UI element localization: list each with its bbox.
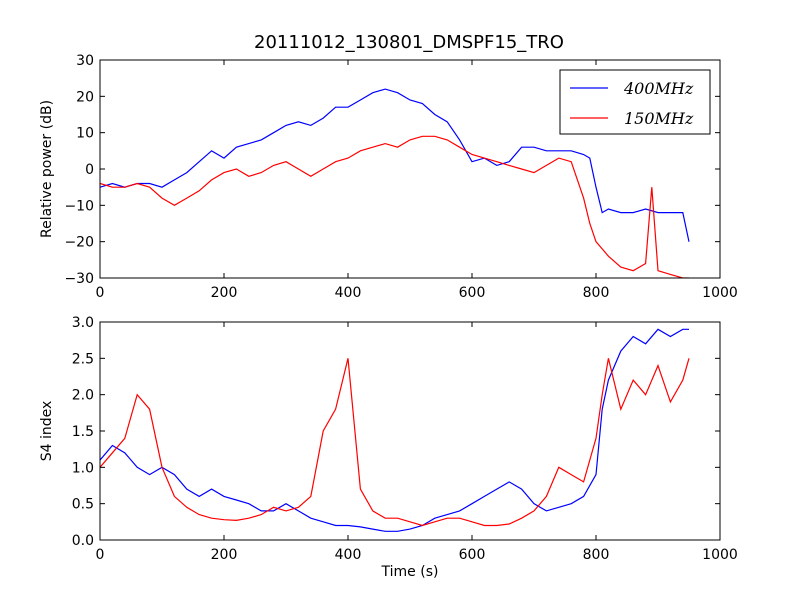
- x-axis-label: Time (s): [381, 564, 439, 580]
- top-panel-power: 0 200 400 600 800 1000 −30 −20 −10 0 10 20 30 Relativ…: [39, 53, 738, 301]
- x-tick-label: 1000: [702, 285, 738, 301]
- series-group: [100, 88, 690, 278]
- x-tick-label: 200: [211, 547, 238, 563]
- y-tick-label: 1.5: [72, 424, 94, 440]
- legend: 400MHz 150MHz: [559, 69, 711, 135]
- y-tick-label: 1.0: [72, 460, 94, 476]
- y-tick-label: −30: [64, 271, 94, 287]
- y-tick-label: 30: [76, 53, 94, 69]
- x-tick-label: 0: [96, 547, 105, 563]
- x-tick-label: 0: [96, 285, 105, 301]
- series-line-s0: [100, 328, 689, 532]
- x-tick-label: 800: [583, 285, 610, 301]
- y-tick-label: 3.0: [72, 315, 94, 331]
- chart-title: 20111012_130801_DMSPF15_TRO: [254, 32, 564, 53]
- x-tick-label: 800: [583, 547, 610, 563]
- x-tick-label: 600: [459, 285, 486, 301]
- bottom-panel-s4: 0 200 400 600 800 1000 0.0 0.5 1.0 1.5 2.0 2.5 3.0 S4…: [39, 315, 738, 580]
- x-tick-label: 600: [459, 547, 486, 563]
- series-line-s1: [100, 358, 690, 527]
- x-tick-label: 400: [335, 547, 362, 563]
- y-tick-label: 2.0: [72, 388, 94, 404]
- x-tick-label: 1000: [702, 547, 738, 563]
- axes-frame: [99, 321, 721, 541]
- x-tick-label: 400: [335, 285, 362, 301]
- y-tick-label: −10: [64, 198, 94, 214]
- series-line-150mhz: [100, 135, 689, 278]
- legend-box: [559, 69, 711, 135]
- y-tick-label: 0.0: [72, 533, 94, 549]
- legend-label: 150MHz: [624, 109, 694, 128]
- y-tick-label: 2.5: [72, 351, 94, 367]
- y-tick-label: −20: [64, 235, 94, 251]
- series-group: [100, 328, 690, 532]
- y-tick-label: 0.5: [72, 497, 94, 513]
- y-axis-label: S4 index: [39, 401, 55, 462]
- legend-label: 400MHz: [623, 79, 694, 98]
- y-axis-label: Relative power (dB): [39, 100, 55, 238]
- y-tick-label: 20: [76, 89, 94, 105]
- y-tick-label: 10: [76, 126, 94, 142]
- y-tick-label: 0: [85, 162, 94, 178]
- series-line-400mhz: [100, 88, 690, 242]
- x-tick-label: 200: [211, 285, 238, 301]
